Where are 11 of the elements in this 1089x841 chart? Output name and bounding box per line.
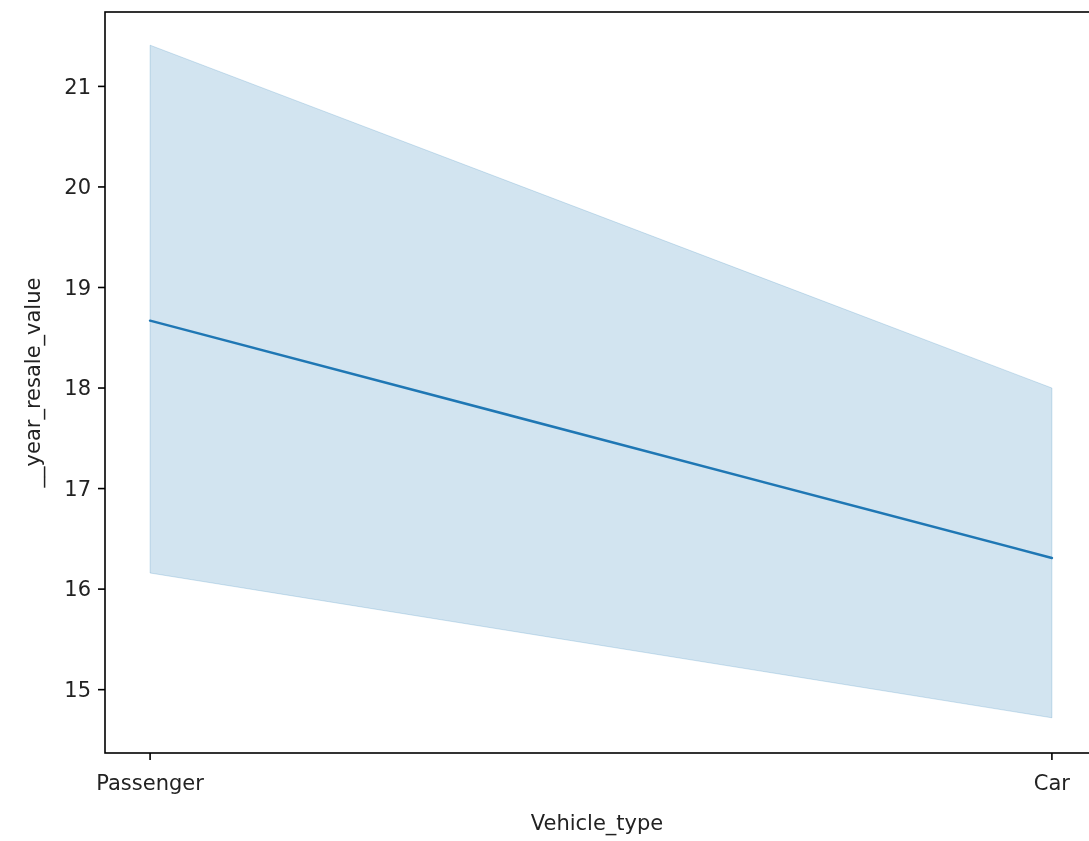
y-tick-label: 18	[64, 376, 91, 401]
x-tick-label: Passenger	[96, 771, 205, 795]
y-tick-label: 20	[64, 175, 91, 200]
y-tick-label: 17	[64, 476, 91, 501]
y-tick-label: 15	[64, 678, 91, 703]
y-tick-label: 19	[64, 275, 91, 300]
y-axis-title: __year_resale_value	[21, 277, 46, 489]
y-tick-label: 21	[64, 74, 91, 99]
x-tick-label: Car	[1033, 771, 1071, 795]
y-tick-label: 16	[64, 577, 91, 602]
x-axis-title: Vehicle_type	[530, 811, 664, 836]
